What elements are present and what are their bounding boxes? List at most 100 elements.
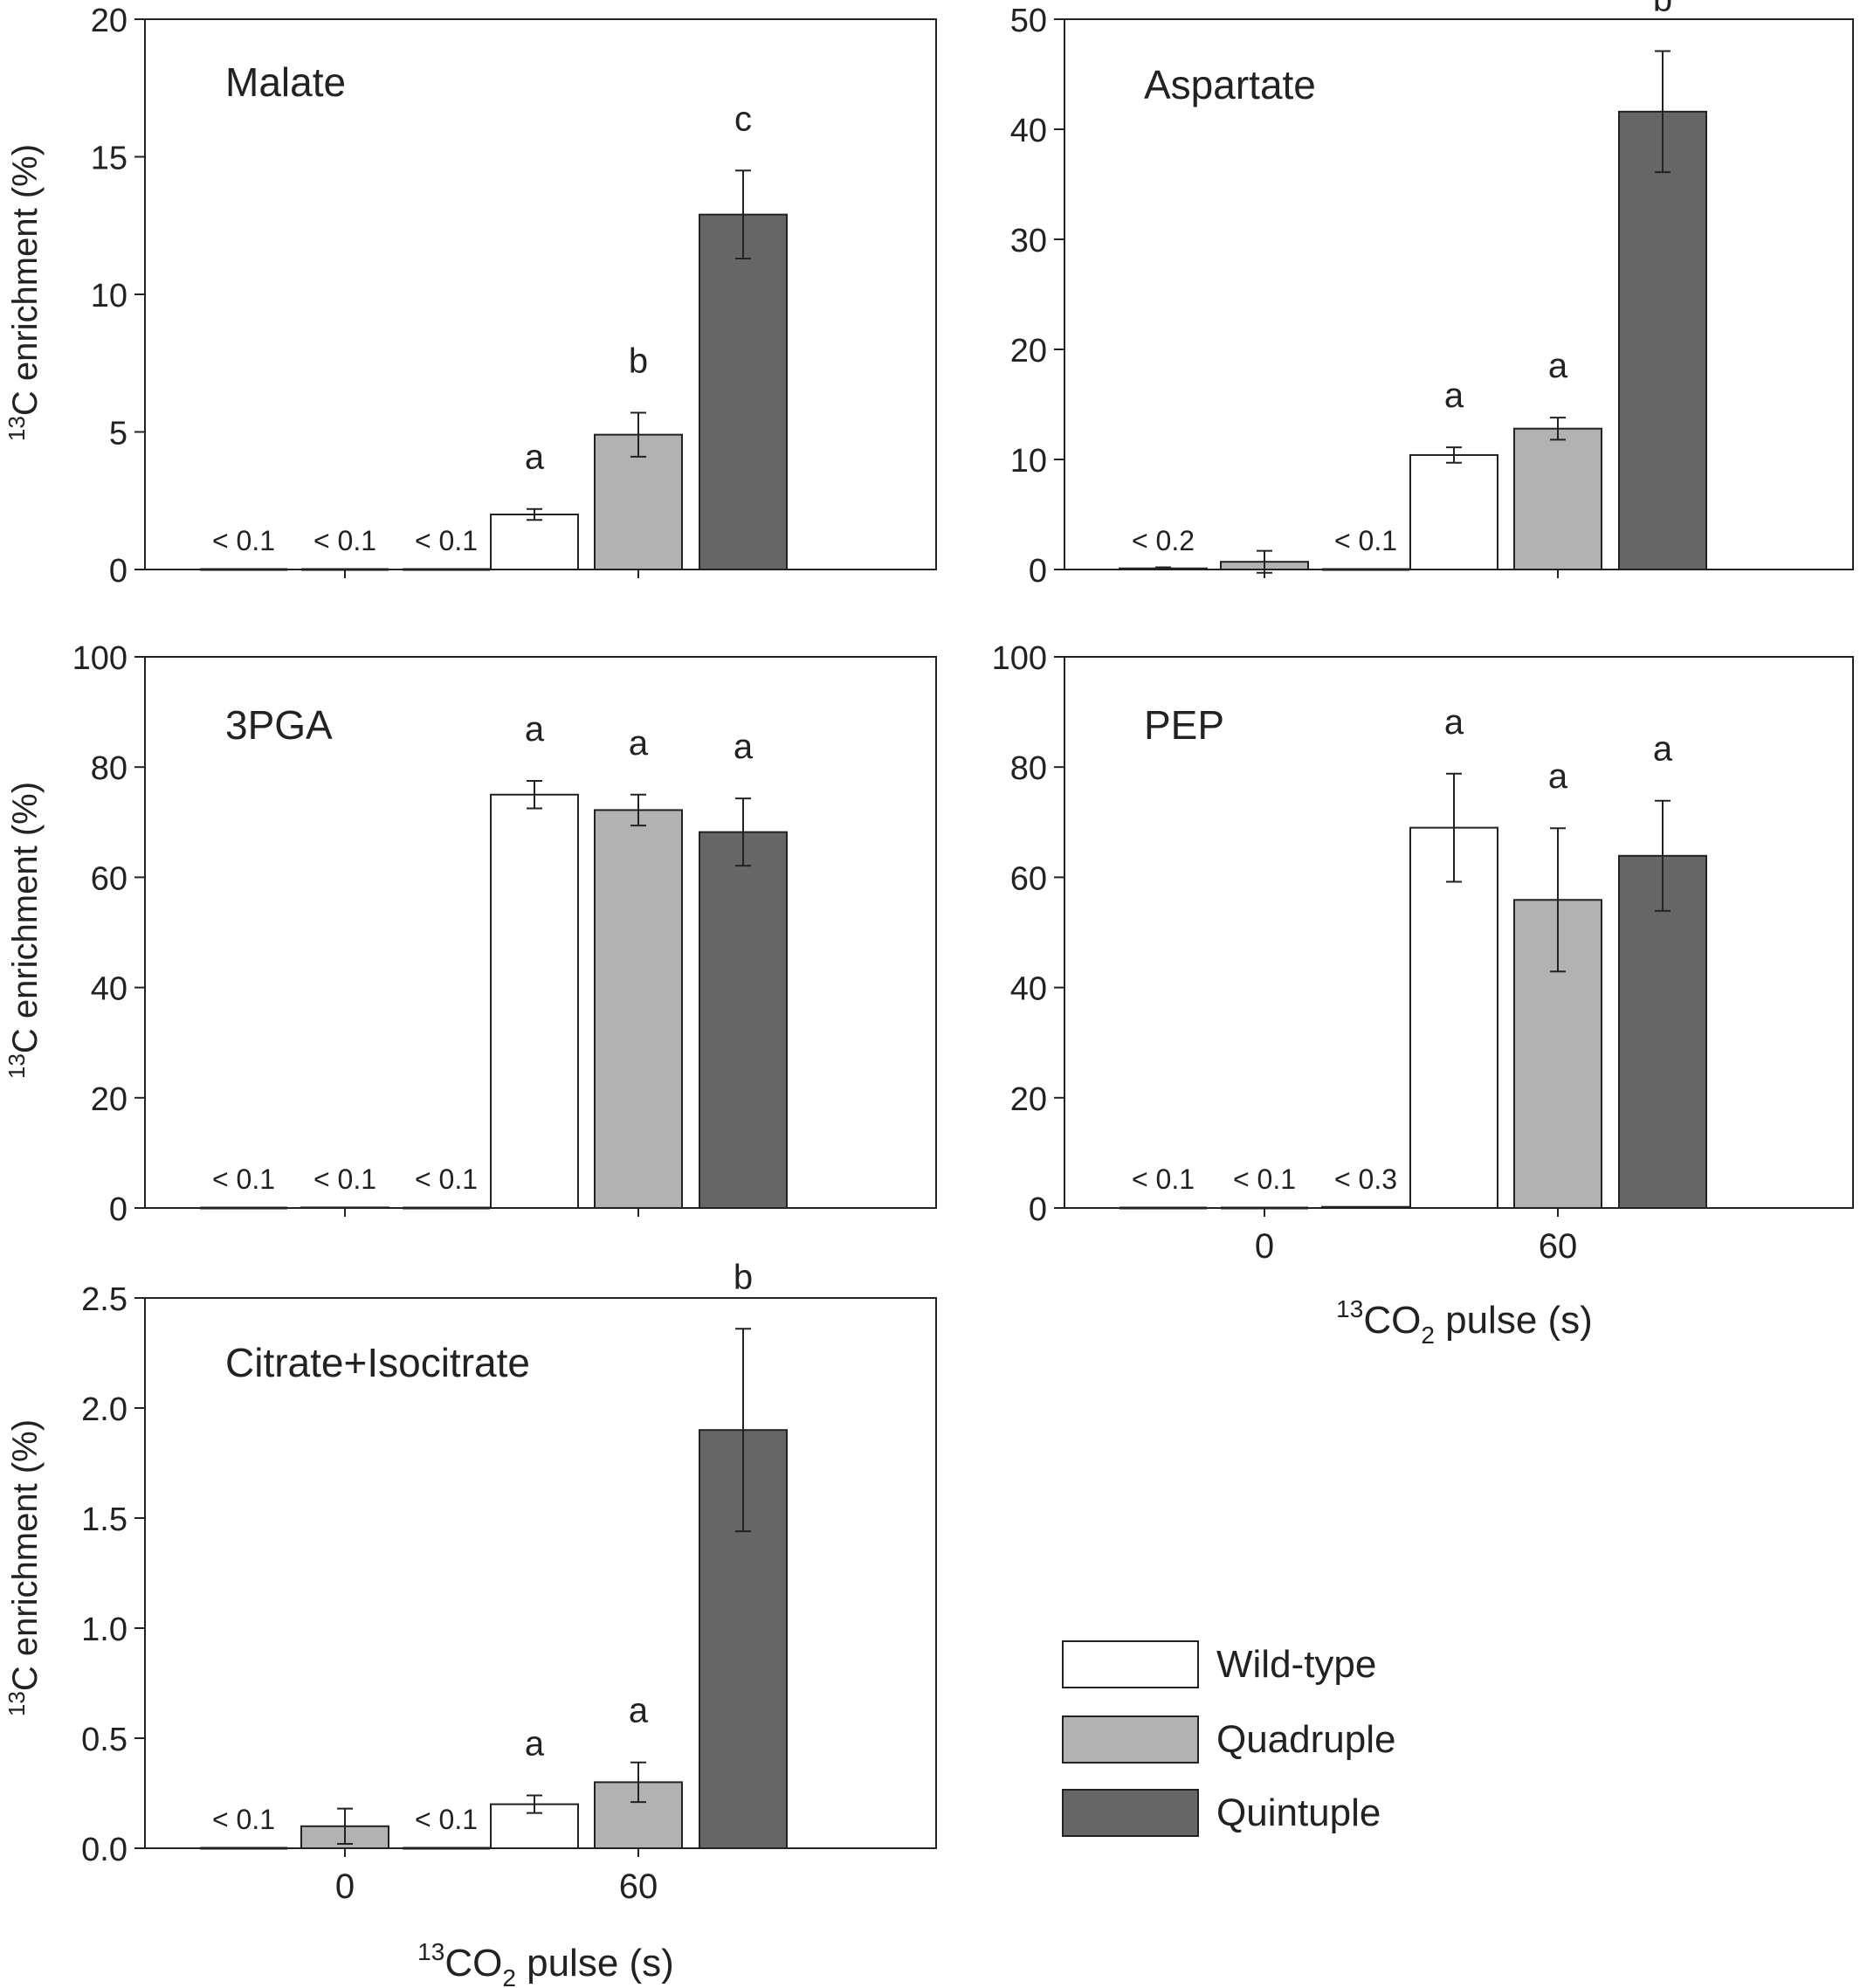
3pga-y-tick-label: 80 [91, 750, 127, 787]
pep-panel-title: PEP [1144, 702, 1224, 748]
pep-y-tick-label: 80 [1010, 750, 1047, 787]
legend-swatch-quintuple [1062, 1789, 1199, 1837]
aspartate-significance-letter: a [1548, 347, 1568, 385]
panel-3pga: 0 20 40 60 80 100 < 0.1 a < 0.1 a < 0.1 a 3PGA [72, 640, 937, 1228]
pep-significance-letter: a [1444, 703, 1464, 742]
aspartate-y-tick-label: 30 [1010, 223, 1047, 259]
pep-y-tick-label: 100 [992, 640, 1047, 677]
malate-chart-area: 0 5 10 15 20 < 0.1 a < 0.1 b < 0.1 c [91, 3, 937, 590]
panel-pep: 0 20 40 60 80 100 0 60 < 0.1 a < 0.1 a < 0.3 a PEP [992, 640, 1854, 1266]
legend-label-quadruple: Quadruple [1216, 1718, 1395, 1761]
legend-label-wild-type: Wild-type [1216, 1643, 1376, 1686]
pep-detection-limit-label: < 0.1 [1132, 1163, 1195, 1195]
malate-y-tick-label: 20 [91, 3, 127, 39]
citrate-y-tick-label: 2.0 [81, 1391, 127, 1428]
malate-y-tick-label: 5 [109, 416, 127, 452]
3pga-y-tick-label: 60 [91, 860, 127, 897]
pep-y-tick-label: 0 [1029, 1191, 1047, 1228]
citrate-x-axis-label: 13CO2 pulse (s) [417, 1938, 674, 1988]
citrate-y-tick-label: 1.5 [81, 1501, 127, 1538]
aspartate-significance-letter: a [1444, 376, 1464, 415]
malate-panel-title: Malate [225, 59, 346, 105]
pep-x-tick-label: 0 [1255, 1227, 1274, 1266]
citrate-y-tick-label: 1.0 [81, 1612, 127, 1648]
malate-significance-letter: b [629, 342, 648, 380]
aspartate-y-tick-label: 40 [1010, 113, 1047, 149]
citrate-y-tick-label: 0.5 [81, 1722, 127, 1758]
citrate-y-tick-label: 2.5 [81, 1281, 127, 1318]
3pga-significance-letter: a [734, 728, 754, 766]
aspartate-detection-limit-label: < 0.1 [1334, 525, 1397, 556]
malate-y-tick-label: 0 [109, 553, 127, 590]
aspartate-panel-title: Aspartate [1144, 62, 1316, 107]
legend-swatch-wild-type [1062, 1640, 1199, 1688]
3pga-y-tick-label: 20 [91, 1081, 127, 1118]
3pga-detection-limit-label: < 0.1 [212, 1163, 275, 1195]
legend: Wild-type Quadruple Quintuple [1062, 1640, 1395, 1837]
pep-detection-limit-label: < 0.3 [1334, 1163, 1397, 1195]
citrate-x-tick-label: 60 [619, 1867, 658, 1906]
citrate-detection-limit-label: < 0.1 [415, 1804, 478, 1835]
citrate-detection-limit-label: < 0.1 [212, 1804, 275, 1835]
malate-significance-letter: c [734, 100, 752, 138]
pep-x-axis-label: 13CO2 pulse (s) [1336, 1295, 1593, 1349]
citrate-significance-letter: a [629, 1692, 649, 1730]
aspartate-chart-area: 0 10 20 30 40 50 < 0.2 a a < 0.1 b [1010, 0, 1854, 590]
pep-y-tick-label: 20 [1010, 1081, 1047, 1118]
3pga-bar-quadruple-60s [594, 809, 683, 1210]
citrate-y-tick-label: 0.0 [81, 1832, 127, 1868]
aspartate-bar-quadruple-60s [1513, 427, 1602, 570]
malate-detection-limit-label: < 0.1 [415, 525, 478, 556]
3pga-y-axis-label: 13C enrichment (%) [3, 782, 45, 1079]
malate-y-axis-label: 13C enrichment (%) [3, 144, 45, 441]
malate-y-tick-label: 15 [91, 141, 127, 177]
malate-bar-quintuple-60s [699, 213, 788, 570]
malate-y-tick-label: 10 [91, 278, 127, 314]
panel-malate: 0 5 10 15 20 < 0.1 a < 0.1 b < 0.1 c Malate [91, 3, 937, 590]
3pga-y-tick-label: 100 [72, 640, 127, 677]
panel-aspartate: 0 10 20 30 40 50 < 0.2 a a < 0.1 b Aspartate [1010, 0, 1854, 590]
citrate-x-tick-label: 0 [335, 1867, 355, 1906]
aspartate-detection-limit-label: < 0.2 [1132, 525, 1195, 556]
citrate-y-axis-label: 13C enrichment (%) [3, 1419, 45, 1716]
aspartate-y-tick-label: 20 [1010, 333, 1047, 369]
3pga-detection-limit-label: < 0.1 [313, 1163, 376, 1195]
3pga-bar-wild-type-60s [490, 793, 579, 1209]
malate-bar-wild-type-60s [490, 514, 579, 570]
pep-y-tick-label: 40 [1010, 971, 1047, 1008]
3pga-panel-title: 3PGA [225, 702, 333, 748]
pep-bar-quintuple-60s [1618, 854, 1707, 1210]
3pga-chart-area: 0 20 40 60 80 100 < 0.1 a < 0.1 a < 0.1 a [72, 640, 937, 1228]
aspartate-bar-quintuple-60s [1618, 110, 1707, 570]
citrate-significance-letter: b [734, 1258, 753, 1296]
aspartate-y-tick-label: 0 [1029, 553, 1047, 590]
3pga-detection-limit-label: < 0.1 [415, 1163, 478, 1195]
citrate-chart-area: 0.0 0.5 1.0 1.5 2.0 2.5 0 60 < 0.1 a a < 0.1 b [81, 1258, 937, 1906]
pep-x-tick-label: 60 [1539, 1227, 1578, 1266]
pep-chart-area: 0 20 40 60 80 100 0 60 < 0.1 a < 0.1 a < 0.3 a [992, 640, 1854, 1266]
panel-citrate-isocitrate: 0.0 0.5 1.0 1.5 2.0 2.5 0 60 < 0.1 a a < 0.1 b Citra… [81, 1258, 937, 1906]
legend-label-quintuple: Quintuple [1216, 1791, 1381, 1834]
legend-swatch-quadruple [1062, 1715, 1199, 1764]
aspartate-y-tick-label: 10 [1010, 443, 1047, 480]
aspartate-y-tick-label: 50 [1010, 3, 1047, 39]
3pga-significance-letter: a [525, 710, 545, 749]
pep-detection-limit-label: < 0.1 [1233, 1163, 1296, 1195]
3pga-y-tick-label: 0 [109, 1191, 127, 1228]
pep-bar-quintuple-0s [1321, 1205, 1410, 1210]
3pga-significance-letter: a [629, 724, 649, 763]
3pga-bar-quadruple-0s [300, 1206, 389, 1210]
malate-detection-limit-label: < 0.1 [212, 525, 275, 556]
citrate-panel-title: Citrate+Isocitrate [225, 1340, 530, 1385]
aspartate-significance-letter: b [1653, 0, 1672, 19]
pep-significance-letter: a [1653, 730, 1673, 769]
citrate-significance-letter: a [525, 1725, 545, 1764]
pep-bar-wild-type-60s [1409, 826, 1498, 1209]
pep-significance-letter: a [1548, 757, 1568, 796]
aspartate-bar-wild-type-60s [1409, 453, 1498, 571]
malate-significance-letter: a [525, 438, 545, 477]
3pga-bar-quintuple-60s [699, 831, 788, 1210]
malate-detection-limit-label: < 0.1 [313, 525, 376, 556]
pep-y-tick-label: 60 [1010, 860, 1047, 897]
3pga-y-tick-label: 40 [91, 971, 127, 1008]
